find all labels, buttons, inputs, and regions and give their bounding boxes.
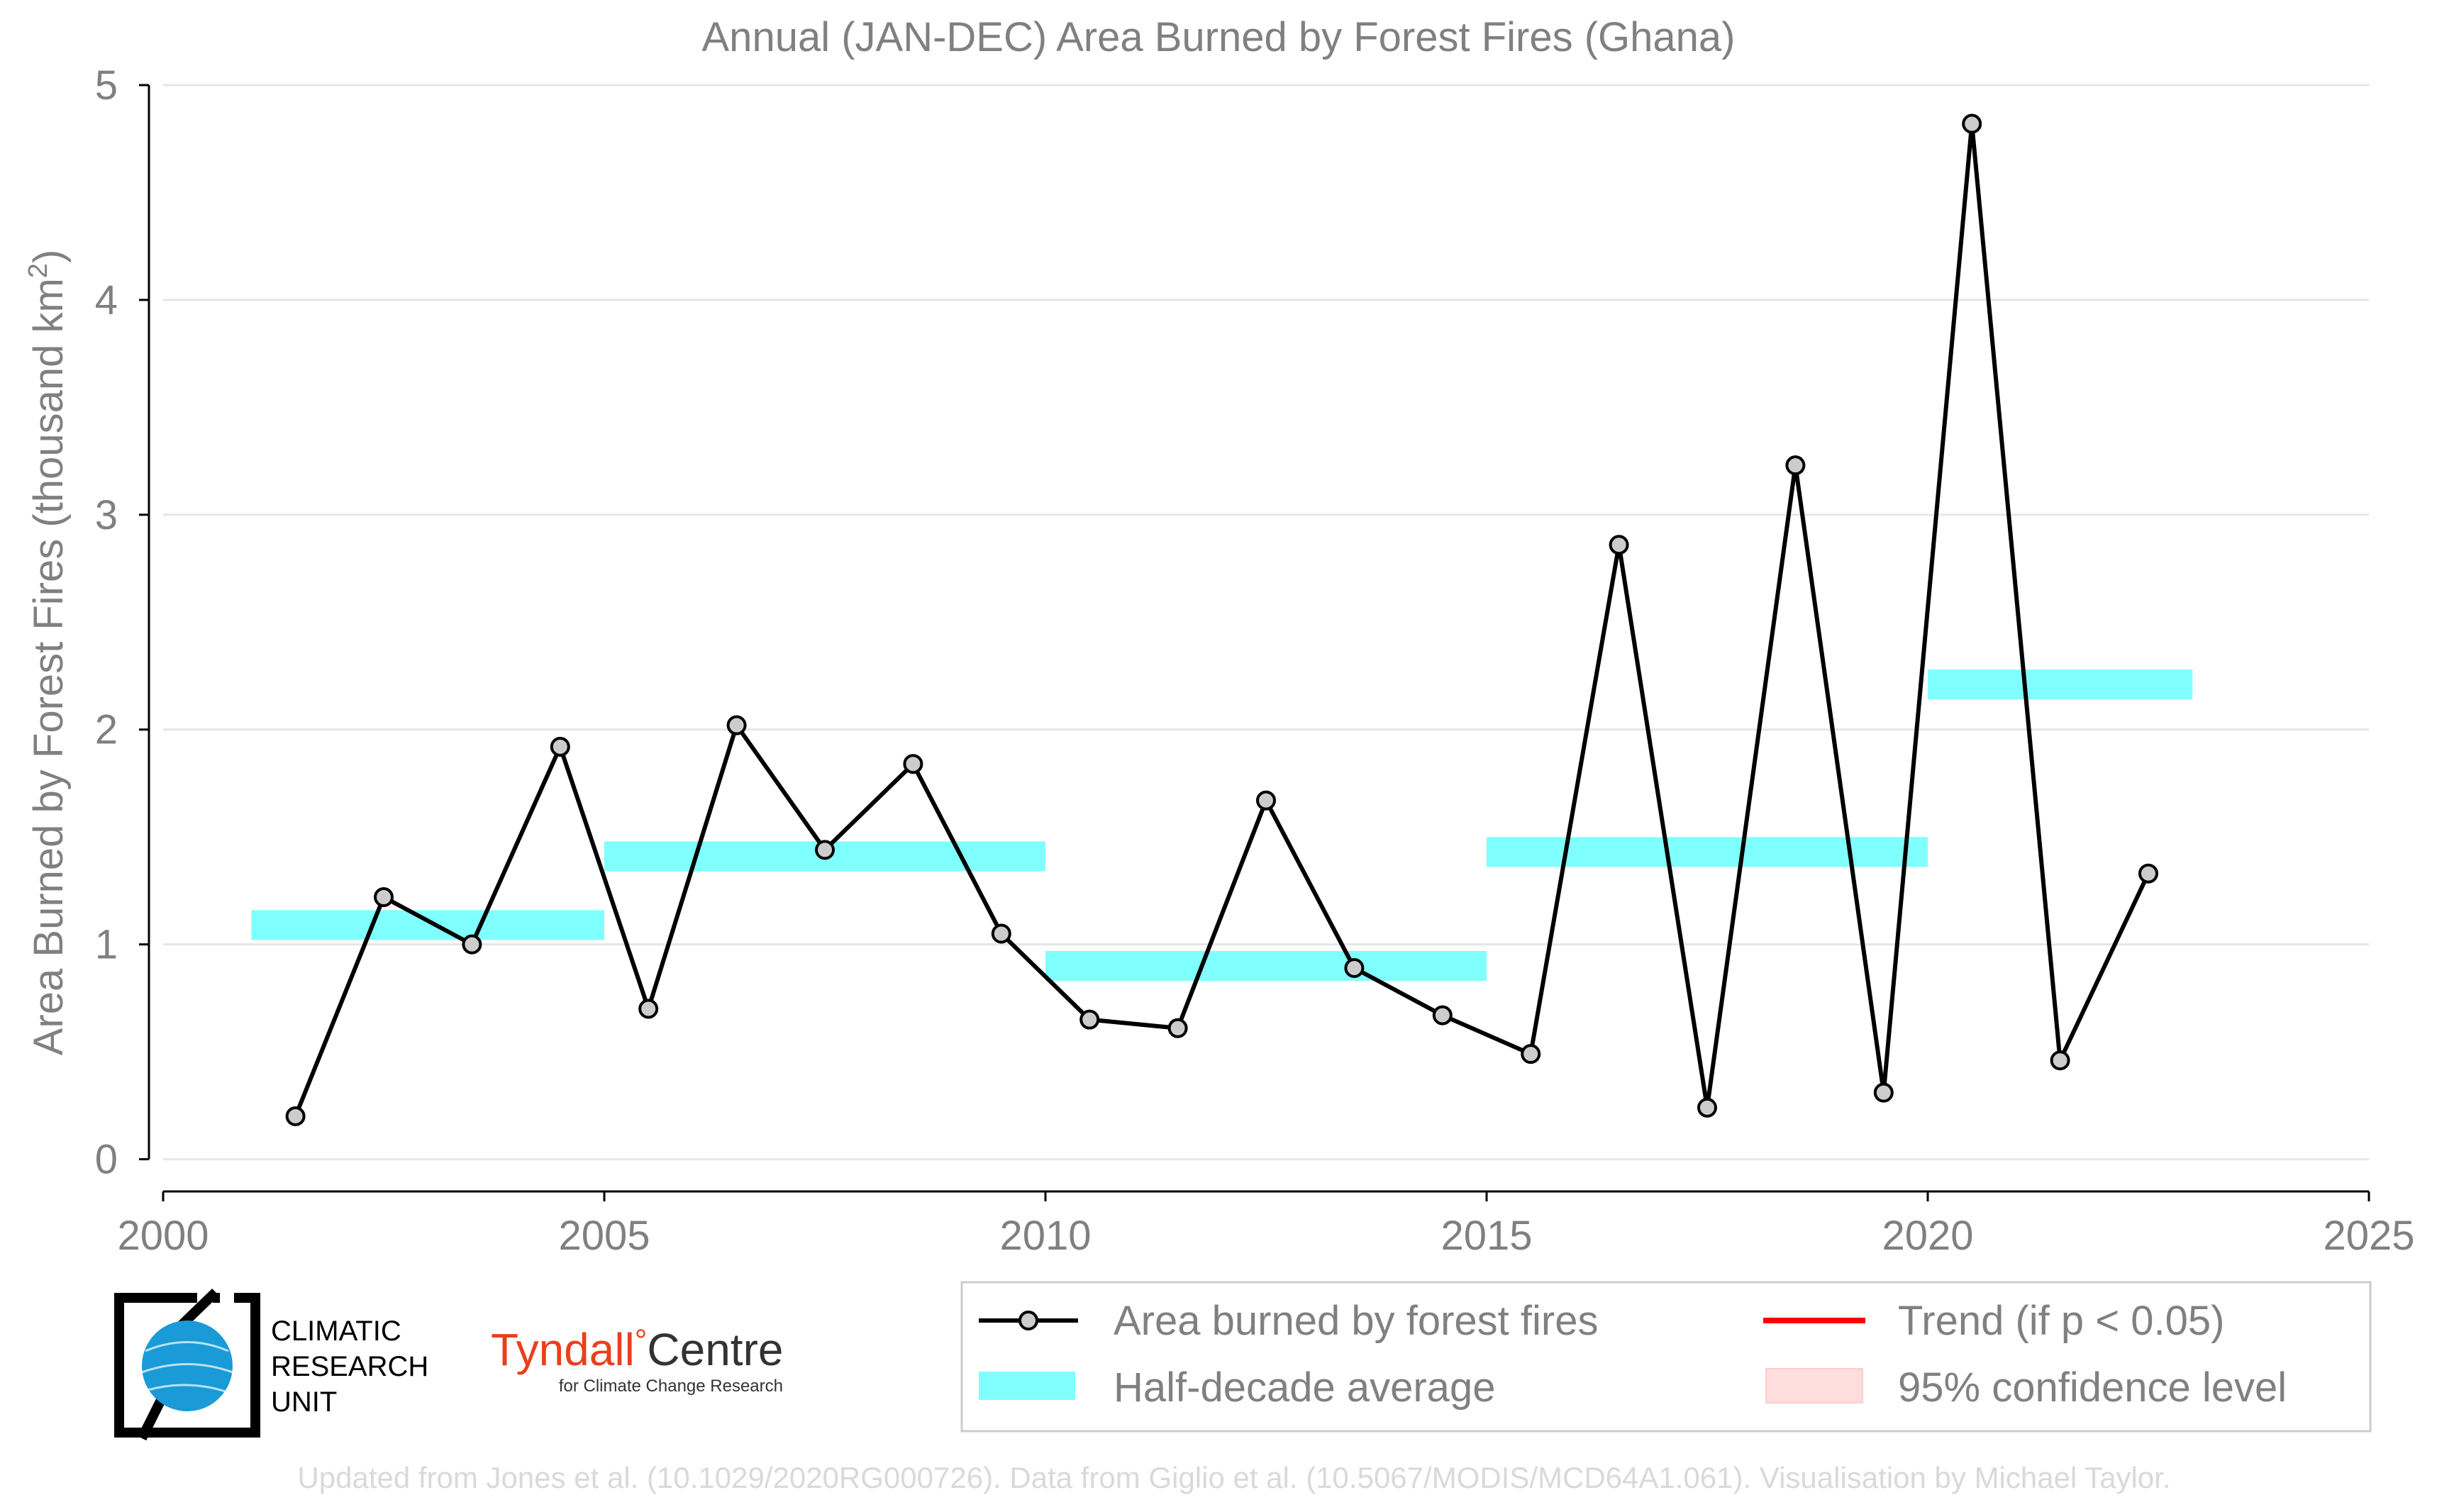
x-tick-label-2020: 2020 <box>1882 1213 1973 1259</box>
legend-box <box>960 1281 2372 1433</box>
chart-title: Annual (JAN-DEC) Area Burned by Forest F… <box>702 14 1736 60</box>
legend-ci-swatch <box>1765 1368 1863 1403</box>
legend: Area burned by forest fires Half-decade … <box>960 1281 2372 1433</box>
legend-item-average: Half-decade average <box>979 1364 1495 1411</box>
y-axis-label: Area Burned by Forest Fires (thousand km… <box>23 250 72 1056</box>
legend-label-line: Area burned by forest fires <box>1114 1298 1598 1344</box>
tyndall-logo: Tyndall°Centre for Climate Change Resear… <box>491 1323 783 1396</box>
data-point-1 <box>285 1106 306 1126</box>
data-point-4 <box>550 736 570 757</box>
x-tick-label-2010: 2010 <box>999 1213 1091 1259</box>
data-point-13 <box>1344 957 1365 978</box>
data-point-9 <box>991 923 1011 944</box>
data-point-11 <box>1167 1018 1188 1038</box>
data-point-5 <box>638 999 659 1019</box>
x-tick-label-2005: 2005 <box>558 1213 650 1259</box>
y-tick-label-4: 4 <box>95 277 118 323</box>
series-polyline <box>293 121 2150 1118</box>
series-line <box>293 121 2150 1118</box>
data-point-21 <box>2050 1050 2070 1071</box>
y-tick-label-2: 2 <box>95 707 118 753</box>
data-point-22 <box>2138 863 2158 884</box>
globe-icon-lines <box>141 1341 233 1393</box>
data-point-10 <box>1079 1009 1100 1030</box>
grid <box>163 84 2369 1161</box>
cru-line-1: CLIMATIC <box>271 1316 401 1347</box>
x-tick-label-2015: 2015 <box>1440 1213 1532 1259</box>
legend-label-ci: 95% confidence level <box>1898 1364 2287 1411</box>
average-bar-3 <box>1045 950 1487 981</box>
legend-item-ci: 95% confidence level <box>1765 1364 2287 1411</box>
cru-logo-slash-lower <box>137 1396 167 1441</box>
data-point-8 <box>903 754 923 774</box>
cru-line-3: UNIT <box>271 1386 337 1418</box>
globe-icon <box>142 1321 233 1411</box>
legend-label-average: Half-decade average <box>1114 1364 1495 1411</box>
cru-line-2: RESEARCH <box>271 1351 428 1382</box>
data-point-3 <box>462 934 482 955</box>
y-tick-label-1: 1 <box>95 922 118 968</box>
average-bar-1 <box>251 910 604 940</box>
axes: 0 1 2 3 4 5 2000 2005 2010 2015 2020 2025 <box>95 62 2415 1259</box>
series-markers <box>285 113 2158 1126</box>
data-point-7 <box>815 840 835 860</box>
data-point-14 <box>1432 1005 1453 1025</box>
data-point-17 <box>1697 1097 1717 1118</box>
tyndall-tagline: for Climate Change Research <box>559 1377 783 1396</box>
data-point-12 <box>1256 790 1276 811</box>
data-point-18 <box>1785 455 1806 476</box>
half-decade-average-bars <box>251 669 2193 981</box>
cru-logo: CLIMATIC RESEARCH UNIT <box>114 1288 428 1441</box>
y-tick-label-0: 0 <box>95 1137 118 1183</box>
data-point-6 <box>726 715 747 735</box>
footer-credit: Updated from Jones et al. (10.1029/2020R… <box>297 1461 2170 1494</box>
y-tick-label-5: 5 <box>95 62 118 109</box>
data-point-20 <box>1962 113 1982 134</box>
average-bar-5 <box>1928 669 2193 700</box>
x-tick-label-2025: 2025 <box>2323 1213 2414 1259</box>
legend-label-trend: Trend (if p < 0.05) <box>1898 1298 2224 1344</box>
data-point-19 <box>1873 1082 1894 1103</box>
average-bar-4 <box>1487 837 1928 867</box>
data-point-15 <box>1521 1044 1541 1064</box>
legend-item-line: Area burned by forest fires <box>979 1298 1598 1344</box>
legend-average-swatch <box>979 1372 1075 1400</box>
y-tick-label-3: 3 <box>95 492 118 538</box>
tyndall-name: Tyndall°Centre <box>491 1323 783 1375</box>
legend-marker-icon <box>1018 1311 1038 1330</box>
legend-item-trend: Trend (if p < 0.05) <box>1763 1298 2224 1344</box>
data-point-16 <box>1609 535 1629 555</box>
data-point-2 <box>374 887 394 908</box>
x-tick-label-2000: 2000 <box>117 1213 209 1259</box>
